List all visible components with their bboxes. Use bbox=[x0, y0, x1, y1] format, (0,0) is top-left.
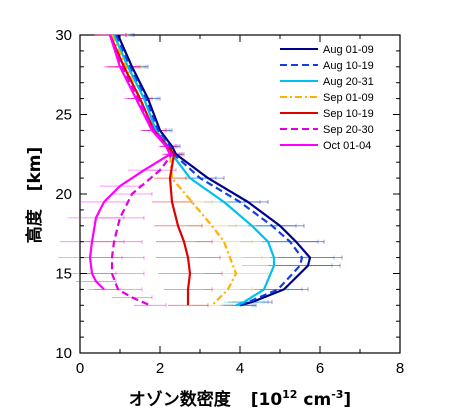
legend-label-6: Oct 01-04 bbox=[323, 140, 371, 152]
x-axis-unit-close: ] bbox=[343, 390, 351, 410]
legend: Aug 01-09 Aug 10-19 Aug 20-31 Sep 01-09 Sep … bbox=[280, 44, 374, 152]
y-tick-label: 10 bbox=[55, 345, 72, 362]
series-line-5 bbox=[108, 34, 174, 307]
y-tick-label: 20 bbox=[55, 186, 72, 203]
axis-ticks: 0 2 4 6 8 10 15 20 25 30 bbox=[55, 27, 404, 377]
x-axis-unit-exp: 12 bbox=[282, 388, 297, 401]
x-axis-unit-exp2: -3 bbox=[331, 388, 343, 401]
series-line-2 bbox=[112, 34, 276, 307]
x-axis-unit-mid: cm bbox=[297, 390, 331, 410]
x-tick-label: 0 bbox=[76, 360, 84, 377]
x-tick-label: 6 bbox=[316, 360, 324, 377]
series-line-6 bbox=[88, 34, 172, 291]
x-tick-label: 8 bbox=[396, 360, 404, 377]
x-tick-label: 2 bbox=[156, 360, 164, 377]
x-axis-label: オゾン数密度 bbox=[129, 389, 232, 410]
legend-label-1: Aug 10-19 bbox=[323, 60, 374, 72]
y-tick-label: 25 bbox=[55, 107, 72, 124]
x-axis-unit-open: [10 bbox=[251, 390, 283, 410]
errorbar-group-6 bbox=[58, 33, 179, 292]
series-line-1 bbox=[114, 34, 304, 307]
series-line-0 bbox=[116, 34, 312, 307]
y-tick-label: 15 bbox=[55, 266, 72, 283]
errorbar-group-3 bbox=[96, 33, 269, 308]
y-tick-label: 30 bbox=[55, 27, 72, 44]
y-axis-unit: [km] bbox=[25, 147, 45, 192]
series-line-4 bbox=[108, 34, 192, 306]
legend-label-5: Sep 20-30 bbox=[323, 124, 374, 136]
series-lines bbox=[88, 34, 312, 307]
y-axis-title: 高度 [km] bbox=[24, 147, 45, 243]
legend-label-3: Sep 01-09 bbox=[323, 92, 374, 104]
x-tick-label: 4 bbox=[236, 360, 244, 377]
error-bars bbox=[58, 33, 343, 308]
legend-label-4: Sep 10-19 bbox=[323, 108, 374, 120]
x-axis-title: オゾン数密度 [1012 cm-3] bbox=[129, 388, 351, 410]
legend-label-0: Aug 01-09 bbox=[323, 44, 374, 56]
y-axis-label: 高度 bbox=[24, 208, 45, 243]
legend-label-2: Aug 20-31 bbox=[323, 76, 374, 88]
